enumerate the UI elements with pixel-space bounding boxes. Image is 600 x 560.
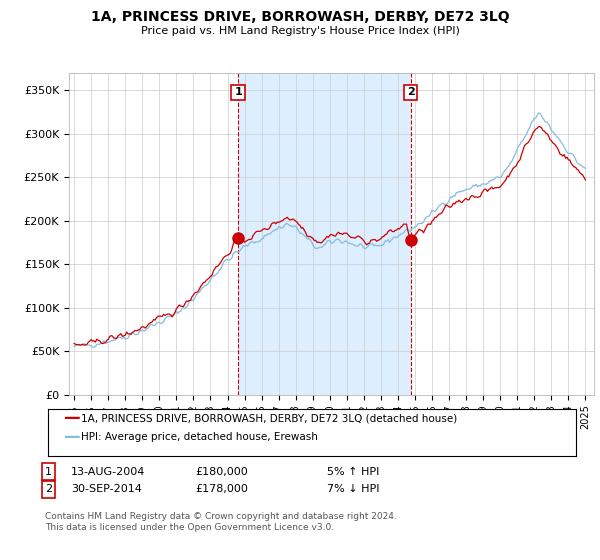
Text: 1A, PRINCESS DRIVE, BORROWASH, DERBY, DE72 3LQ: 1A, PRINCESS DRIVE, BORROWASH, DERBY, DE…	[91, 10, 509, 24]
Text: —: —	[63, 428, 80, 446]
Text: 30-SEP-2014: 30-SEP-2014	[71, 484, 142, 494]
Text: 1: 1	[45, 466, 52, 477]
Text: 2: 2	[45, 484, 52, 494]
Text: 5% ↑ HPI: 5% ↑ HPI	[327, 466, 379, 477]
Text: £178,000: £178,000	[195, 484, 248, 494]
Text: 1: 1	[234, 87, 242, 97]
Text: £180,000: £180,000	[195, 466, 248, 477]
Bar	[238, 73, 411, 395]
Text: Contains HM Land Registry data © Crown copyright and database right 2024.
This d: Contains HM Land Registry data © Crown c…	[45, 512, 397, 532]
Text: 1A, PRINCESS DRIVE, BORROWASH, DERBY, DE72 3LQ (detached house): 1A, PRINCESS DRIVE, BORROWASH, DERBY, DE…	[81, 413, 457, 423]
Text: 2: 2	[407, 87, 415, 97]
Text: 7% ↓ HPI: 7% ↓ HPI	[327, 484, 380, 494]
Text: 13-AUG-2004: 13-AUG-2004	[71, 466, 145, 477]
Text: HPI: Average price, detached house, Erewash: HPI: Average price, detached house, Erew…	[81, 432, 318, 442]
Text: Price paid vs. HM Land Registry's House Price Index (HPI): Price paid vs. HM Land Registry's House …	[140, 26, 460, 36]
Text: —: —	[63, 409, 80, 427]
